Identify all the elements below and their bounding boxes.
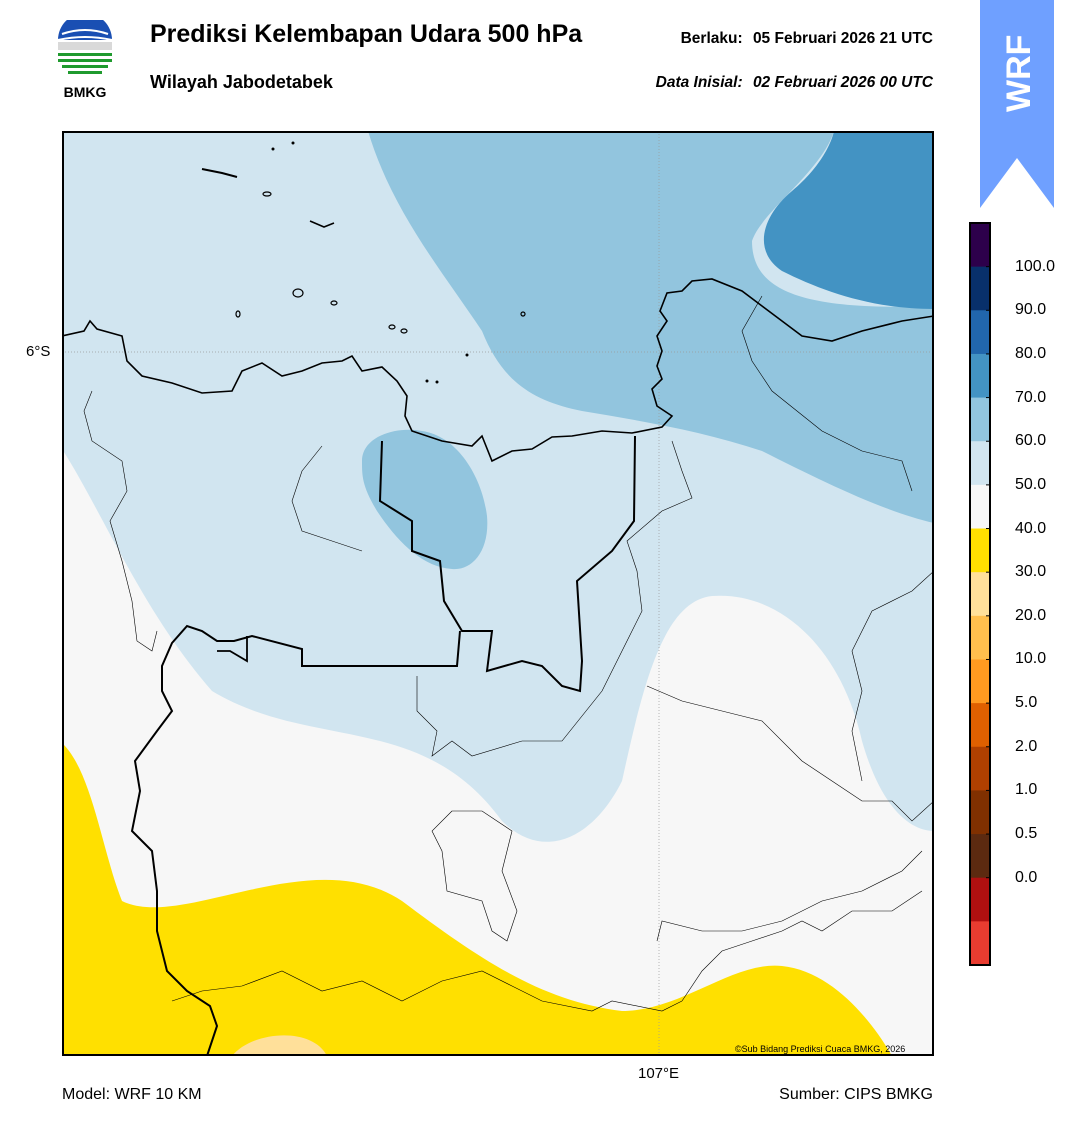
humidity-zone-60-70	[368, 131, 934, 523]
regency-border	[646, 685, 934, 822]
regency-border	[291, 445, 363, 552]
colorbar-segment	[970, 223, 990, 268]
colorbar-segment	[970, 834, 990, 879]
humidity-zone-30-40	[62, 743, 892, 1056]
colorbar-segment	[970, 572, 990, 617]
lon-label: 107°E	[638, 1065, 680, 1082]
regency-border	[656, 850, 923, 942]
colorbar-tick-label: 80.0	[1015, 344, 1047, 362]
humidity-map	[62, 131, 934, 1056]
regency-border	[681, 890, 923, 1002]
colorbar-tick-label: 1.0	[1015, 781, 1038, 799]
model-info: Model: WRF 10 KM	[62, 1086, 202, 1103]
island	[309, 220, 335, 228]
regency-border	[851, 570, 934, 782]
regency-border	[83, 390, 158, 652]
colorbar-tick-label: 100.0	[1015, 257, 1056, 275]
region-subtitle: Wilayah Jabodetabek	[150, 72, 333, 92]
humidity-zone-20-30	[232, 1035, 327, 1056]
island	[291, 141, 295, 145]
colorbar-segment	[970, 746, 990, 791]
colorbar-segment	[970, 877, 990, 922]
colorbar-segment	[970, 921, 990, 966]
island	[235, 310, 241, 318]
wrf-badge: WRF	[980, 0, 1054, 208]
regency-border	[741, 295, 913, 492]
colorbar-tick-label: 70.0	[1015, 388, 1047, 406]
island	[201, 168, 238, 178]
valid-label: Berlaku:	[680, 30, 743, 47]
source-info: Sumber: CIPS BMKG	[779, 1086, 933, 1103]
colorbar-segment	[970, 441, 990, 486]
province-border	[378, 435, 636, 693]
island	[400, 328, 408, 334]
colorbar-segment	[970, 659, 990, 704]
province-border	[217, 636, 248, 663]
colorbar-tick-label: 30.0	[1015, 563, 1047, 581]
regency-border	[171, 970, 683, 1012]
colorbar-tick-label: 10.0	[1015, 650, 1047, 668]
colorbar-segment	[970, 790, 990, 835]
init-time: Data Inisial: 02 Februari 2026 00 UTC	[650, 74, 933, 92]
logo-text: BMKG	[63, 84, 107, 100]
colorbar-segment	[970, 310, 990, 355]
bmkg-logo	[57, 20, 113, 74]
lat-label: 6°S	[26, 343, 51, 360]
island	[435, 380, 439, 384]
colorbar-tick-label: 5.0	[1015, 694, 1038, 712]
island	[465, 353, 469, 357]
colorbar-tick-label: 40.0	[1015, 519, 1047, 537]
colorbar-tick-label: 20.0	[1015, 606, 1047, 624]
island	[425, 379, 429, 383]
island	[271, 147, 275, 151]
init-value: 02 Februari 2026 00 UTC	[752, 74, 933, 91]
map-title: Prediksi Kelembapan Udara 500 hPa	[150, 20, 583, 48]
colorbar-segment	[970, 615, 990, 660]
map-frame	[62, 131, 934, 1056]
humidity-zone-60-70-inland	[362, 429, 488, 570]
colorbar-tick-label: 2.0	[1015, 737, 1038, 755]
island	[330, 300, 338, 306]
colorbar-tick-label: 50.0	[1015, 475, 1047, 493]
wrf-badge-text: WRF	[1000, 35, 1038, 112]
colorbar-frame	[969, 222, 991, 966]
island	[262, 191, 272, 197]
colorbar-segment	[970, 484, 990, 530]
valid-time: Berlaku: 05 Februari 2026 21 UTC	[675, 30, 933, 48]
colorbar-tick-label: 0.5	[1015, 825, 1038, 843]
island	[388, 324, 396, 330]
island	[520, 311, 526, 317]
colorbar-segment	[970, 703, 990, 748]
coastline	[62, 278, 934, 463]
humidity-zone-70-80	[763, 131, 934, 309]
regency-border	[431, 810, 518, 942]
colorbar-segment	[970, 528, 990, 573]
colorbar-segment	[970, 353, 990, 399]
island	[292, 288, 304, 298]
regency-border	[416, 440, 693, 757]
colorbar	[969, 222, 991, 966]
province-border	[130, 624, 461, 1056]
colorbar-tick-label: 60.0	[1015, 432, 1047, 450]
colorbar-segment	[970, 266, 990, 311]
copyright-text: ©Sub Bidang Prediksi Cuaca BMKG, 2026	[735, 1044, 906, 1054]
colorbar-tick-label: 0.0	[1015, 868, 1038, 886]
colorbar-segment	[970, 397, 990, 442]
colorbar-tick-label: 90.0	[1015, 301, 1047, 319]
valid-value: 05 Februari 2026 21 UTC	[752, 30, 933, 47]
init-label: Data Inisial:	[655, 74, 743, 91]
